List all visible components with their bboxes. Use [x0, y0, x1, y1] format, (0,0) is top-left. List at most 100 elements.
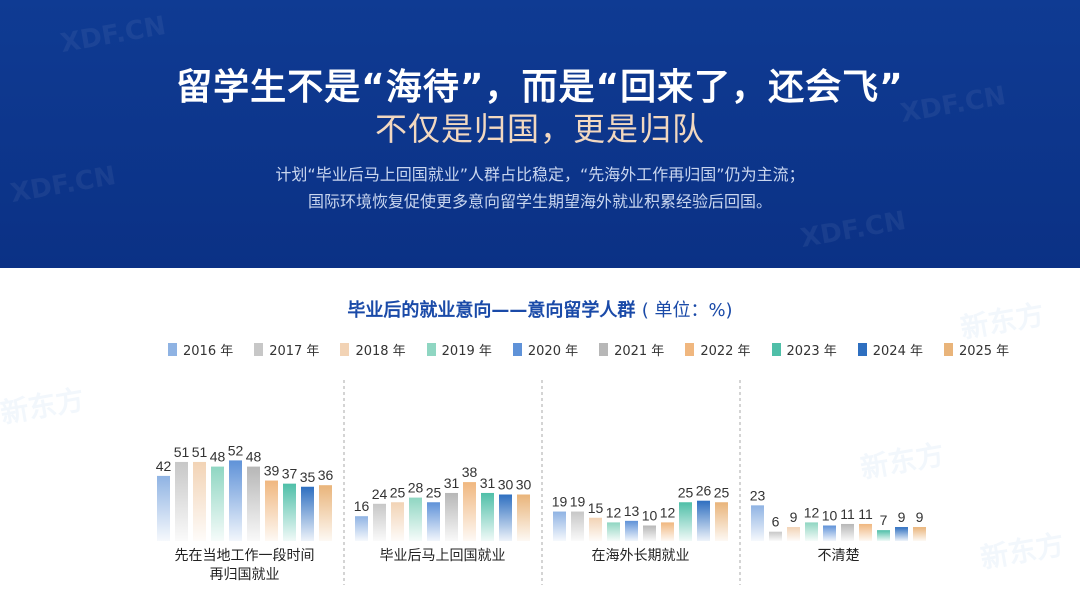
- bar: [571, 511, 584, 541]
- data-label: 36: [318, 467, 334, 483]
- data-label: 48: [246, 449, 262, 465]
- data-label: 9: [790, 509, 798, 525]
- data-label: 12: [606, 504, 622, 520]
- bar: [625, 520, 638, 541]
- legend-item: 2021 年: [599, 340, 664, 359]
- bar: [913, 527, 926, 541]
- bar: [283, 483, 296, 541]
- legend-item: 2016 年: [168, 340, 233, 359]
- chart-title-unit: ( 单位：%): [641, 300, 733, 321]
- bar: [697, 500, 710, 541]
- chart-title: 毕业后的就业意向——意向留学人群 ( 单位：%): [0, 296, 1080, 322]
- legend-swatch: [254, 343, 264, 356]
- legend-swatch: [943, 343, 953, 356]
- bar: [643, 525, 656, 541]
- bar: [391, 502, 404, 541]
- bar: [355, 516, 368, 541]
- legend-swatch: [340, 343, 350, 356]
- legend-label: 2022 年: [700, 344, 751, 359]
- chart-legend: 2016 年 2017 年 2018 年 2019 年 2020 年 2021 年 2022…: [168, 340, 1030, 359]
- legend-label: 2023 年: [786, 344, 837, 359]
- data-label: 48: [210, 449, 226, 465]
- data-label: 25: [390, 484, 406, 500]
- legend-item: 2017 年: [254, 340, 319, 359]
- data-label: 11: [840, 506, 855, 522]
- data-label: 25: [714, 484, 730, 500]
- bar: [211, 466, 224, 541]
- data-label: 26: [696, 483, 712, 499]
- category-label: 再归国就业: [210, 566, 280, 583]
- data-label: 52: [228, 442, 244, 458]
- bar: [319, 485, 332, 541]
- bar: [157, 475, 170, 541]
- legend-label: 2018 年: [355, 344, 406, 359]
- data-label: 13: [624, 503, 640, 519]
- legend-label: 2025 年: [958, 344, 1010, 359]
- legend-swatch: [599, 343, 609, 356]
- bar: [679, 502, 692, 541]
- legend-swatch: [426, 343, 436, 356]
- data-label: 35: [300, 469, 316, 485]
- bar: [895, 527, 908, 541]
- category-label: 在海外长期就业: [592, 548, 690, 564]
- data-label: 19: [570, 494, 586, 510]
- bar: [499, 494, 512, 541]
- legend-item: 2023 年: [771, 340, 837, 359]
- bar: [175, 461, 188, 541]
- bar: [301, 486, 314, 541]
- bar: [427, 502, 440, 541]
- data-label: 38: [462, 464, 478, 480]
- legend-label: 2016 年: [183, 344, 234, 359]
- bar: [247, 466, 260, 541]
- bar: [607, 522, 620, 541]
- bar: [463, 482, 476, 541]
- bar: [661, 522, 674, 541]
- legend-swatch: [771, 343, 781, 356]
- bar: [805, 522, 818, 541]
- bar: [445, 492, 458, 541]
- bar: [751, 505, 764, 541]
- bar: [877, 530, 890, 541]
- data-label: 9: [898, 509, 906, 525]
- legend-label: 2019 年: [441, 344, 492, 359]
- data-label: 31: [480, 475, 496, 491]
- subheadline: 不仅是归国，更是归队: [374, 110, 705, 148]
- legend-label: 2021 年: [614, 344, 665, 359]
- data-label: 37: [282, 466, 298, 482]
- bar: [769, 531, 782, 541]
- data-label: 42: [156, 458, 172, 474]
- legend-label: 2020 年: [527, 344, 579, 359]
- data-label: 31: [444, 475, 460, 491]
- data-label: 10: [822, 508, 838, 524]
- legend-item: 2019 年: [426, 340, 492, 359]
- legend-swatch: [168, 343, 177, 356]
- data-label: 25: [426, 484, 442, 500]
- data-label: 30: [516, 477, 532, 493]
- bar: [265, 480, 278, 541]
- watermark: XDF.CN: [58, 10, 169, 60]
- category-label: 不清楚: [818, 548, 860, 564]
- legend-item: 2020 年: [512, 340, 579, 359]
- headline: 留学生不是“海待”，而是“回来了，还会飞”: [176, 67, 904, 108]
- bar: [517, 494, 530, 541]
- bar: [859, 523, 872, 541]
- legend-label: 2017 年: [269, 344, 320, 359]
- data-label: 23: [750, 487, 766, 503]
- bar: [481, 492, 494, 541]
- bar: [229, 460, 242, 541]
- data-label: 16: [354, 498, 370, 514]
- data-label: 6: [772, 514, 780, 530]
- category-label: 毕业后马上回国就业: [380, 548, 506, 564]
- legend-item: 2018 年: [340, 340, 406, 359]
- legend-item: 2024 年: [857, 340, 923, 359]
- bar: [193, 461, 206, 541]
- bar: [373, 503, 386, 541]
- bar: [409, 497, 422, 541]
- legend-label: 2024 年: [872, 344, 923, 359]
- data-label: 39: [264, 463, 280, 479]
- category-label: 先在当地工作一段时间: [175, 548, 315, 564]
- data-label: 51: [192, 444, 208, 460]
- bar: [823, 525, 836, 541]
